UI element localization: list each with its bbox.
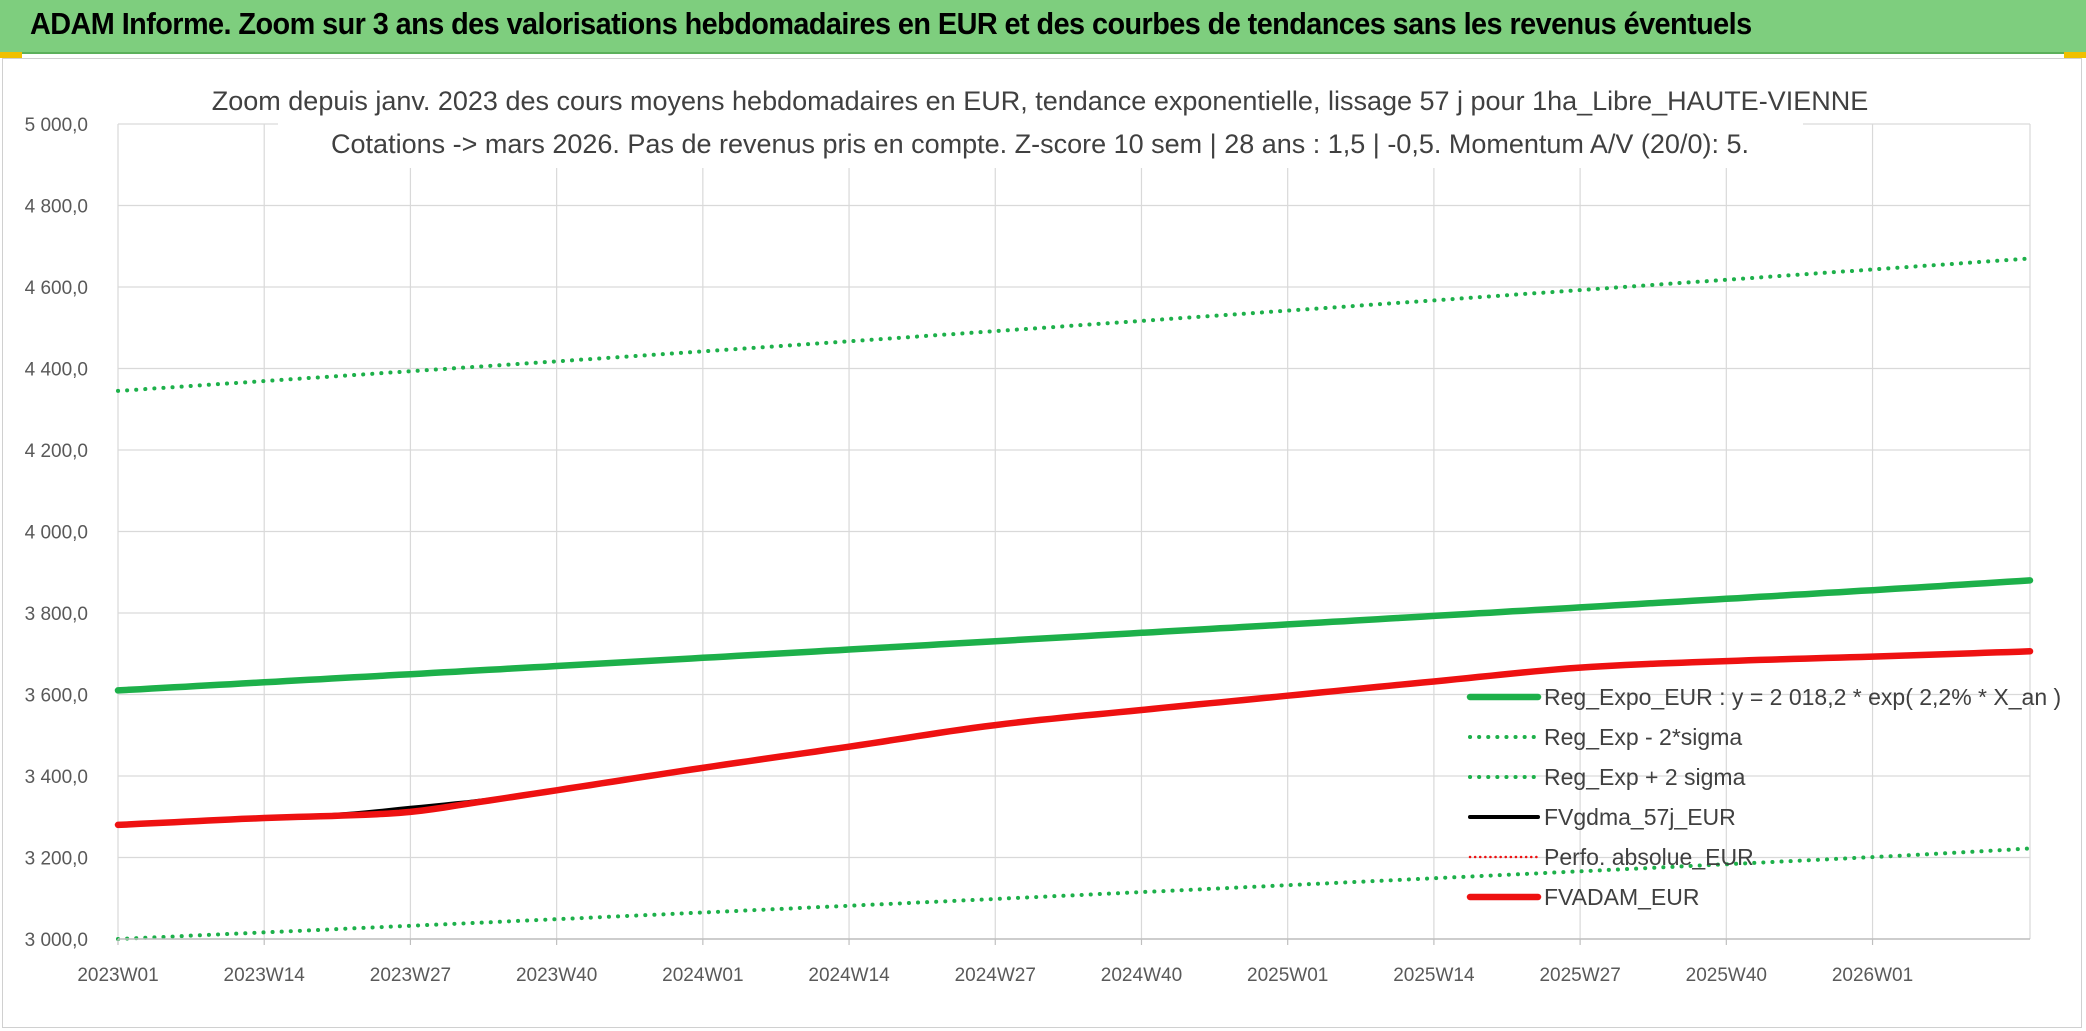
x-axis: 2023W01 2023W14 2023W27 2023W40 2024W01 2024W… (77, 938, 2030, 986)
y-tick-label: 3 800,0 (25, 604, 88, 625)
x-tick-label: 2026W01 (1832, 965, 1913, 986)
legend-entry-label: Reg_Exp - 2*sigma (1544, 724, 1742, 750)
y-tick-label: 4 400,0 (25, 360, 88, 381)
grid (117, 123, 2031, 940)
x-tick-label: 2024W40 (1101, 965, 1182, 986)
x-tick-label: 2024W14 (808, 965, 890, 986)
x-tick-label: 2023W40 (516, 965, 597, 986)
chart-title-block: Zoom depuis janv. 2023 des cours moyens … (212, 82, 1868, 168)
x-tick-label: 2025W14 (1393, 965, 1475, 986)
legend: Reg_Expo_EUR : y = 2 018,2 * exp( 2,2% *… (1466, 684, 2061, 910)
y-tick-label: 5 000,0 (25, 115, 88, 136)
y-tick-label: 3 600,0 (25, 686, 88, 707)
banner-corner-left (0, 52, 22, 58)
y-tick-label: 4 000,0 (25, 523, 88, 544)
y-tick-label: 3 000,0 (25, 930, 88, 951)
series-lines (114, 256, 2034, 941)
x-tick-label: 2024W01 (662, 965, 743, 986)
x-tick-label: 2025W27 (1539, 965, 1620, 986)
x-tick-label: 2025W01 (1247, 965, 1328, 986)
banner-corner-right (2064, 52, 2086, 58)
legend-entry-label: FVgdma_57j_EUR (1544, 804, 1736, 830)
report-banner: ADAM Informe. Zoom sur 3 ans des valoris… (0, 0, 2086, 58)
x-tick-label: 2025W40 (1686, 965, 1767, 986)
y-tick-label: 4 800,0 (25, 197, 88, 218)
y-tick-label: 3 200,0 (25, 849, 88, 870)
legend-entry-label: Perfo. absolue_EUR (1544, 844, 1754, 870)
series-line-2 (116, 256, 2032, 393)
x-tick-label: 2023W01 (77, 965, 158, 986)
y-tick-label: 4 600,0 (25, 278, 88, 299)
series-line-1 (116, 846, 2032, 941)
series-line-0 (114, 577, 2034, 694)
report-title: ADAM Informe. Zoom sur 3 ans des valoris… (30, 6, 1752, 41)
chart-frame (2, 58, 2082, 1028)
y-tick-label: 3 400,0 (25, 767, 88, 788)
legend-entry-label: FVADAM_EUR (1544, 884, 1700, 910)
legend-entry-label: Reg_Exp + 2 sigma (1544, 764, 1746, 790)
series-line-4 (116, 650, 2032, 827)
x-tick-label: 2024W27 (955, 965, 1036, 986)
x-tick-label: 2023W14 (224, 965, 306, 986)
chart-title-line-2: Cotations -> mars 2026. Pas de revenus p… (331, 129, 1749, 159)
y-axis: 3 000,0 3 200,0 3 400,0 3 600,0 3 800,0 4 000… (25, 115, 88, 951)
x-tick-label: 2023W27 (370, 965, 451, 986)
y-tick-label: 4 200,0 (25, 441, 88, 462)
legend-entry-label: Reg_Expo_EUR : y = 2 018,2 * exp( 2,2% *… (1544, 684, 2061, 710)
chart-title-background (278, 82, 1803, 168)
chart-title-line-1: Zoom depuis janv. 2023 des cours moyens … (212, 86, 1868, 116)
